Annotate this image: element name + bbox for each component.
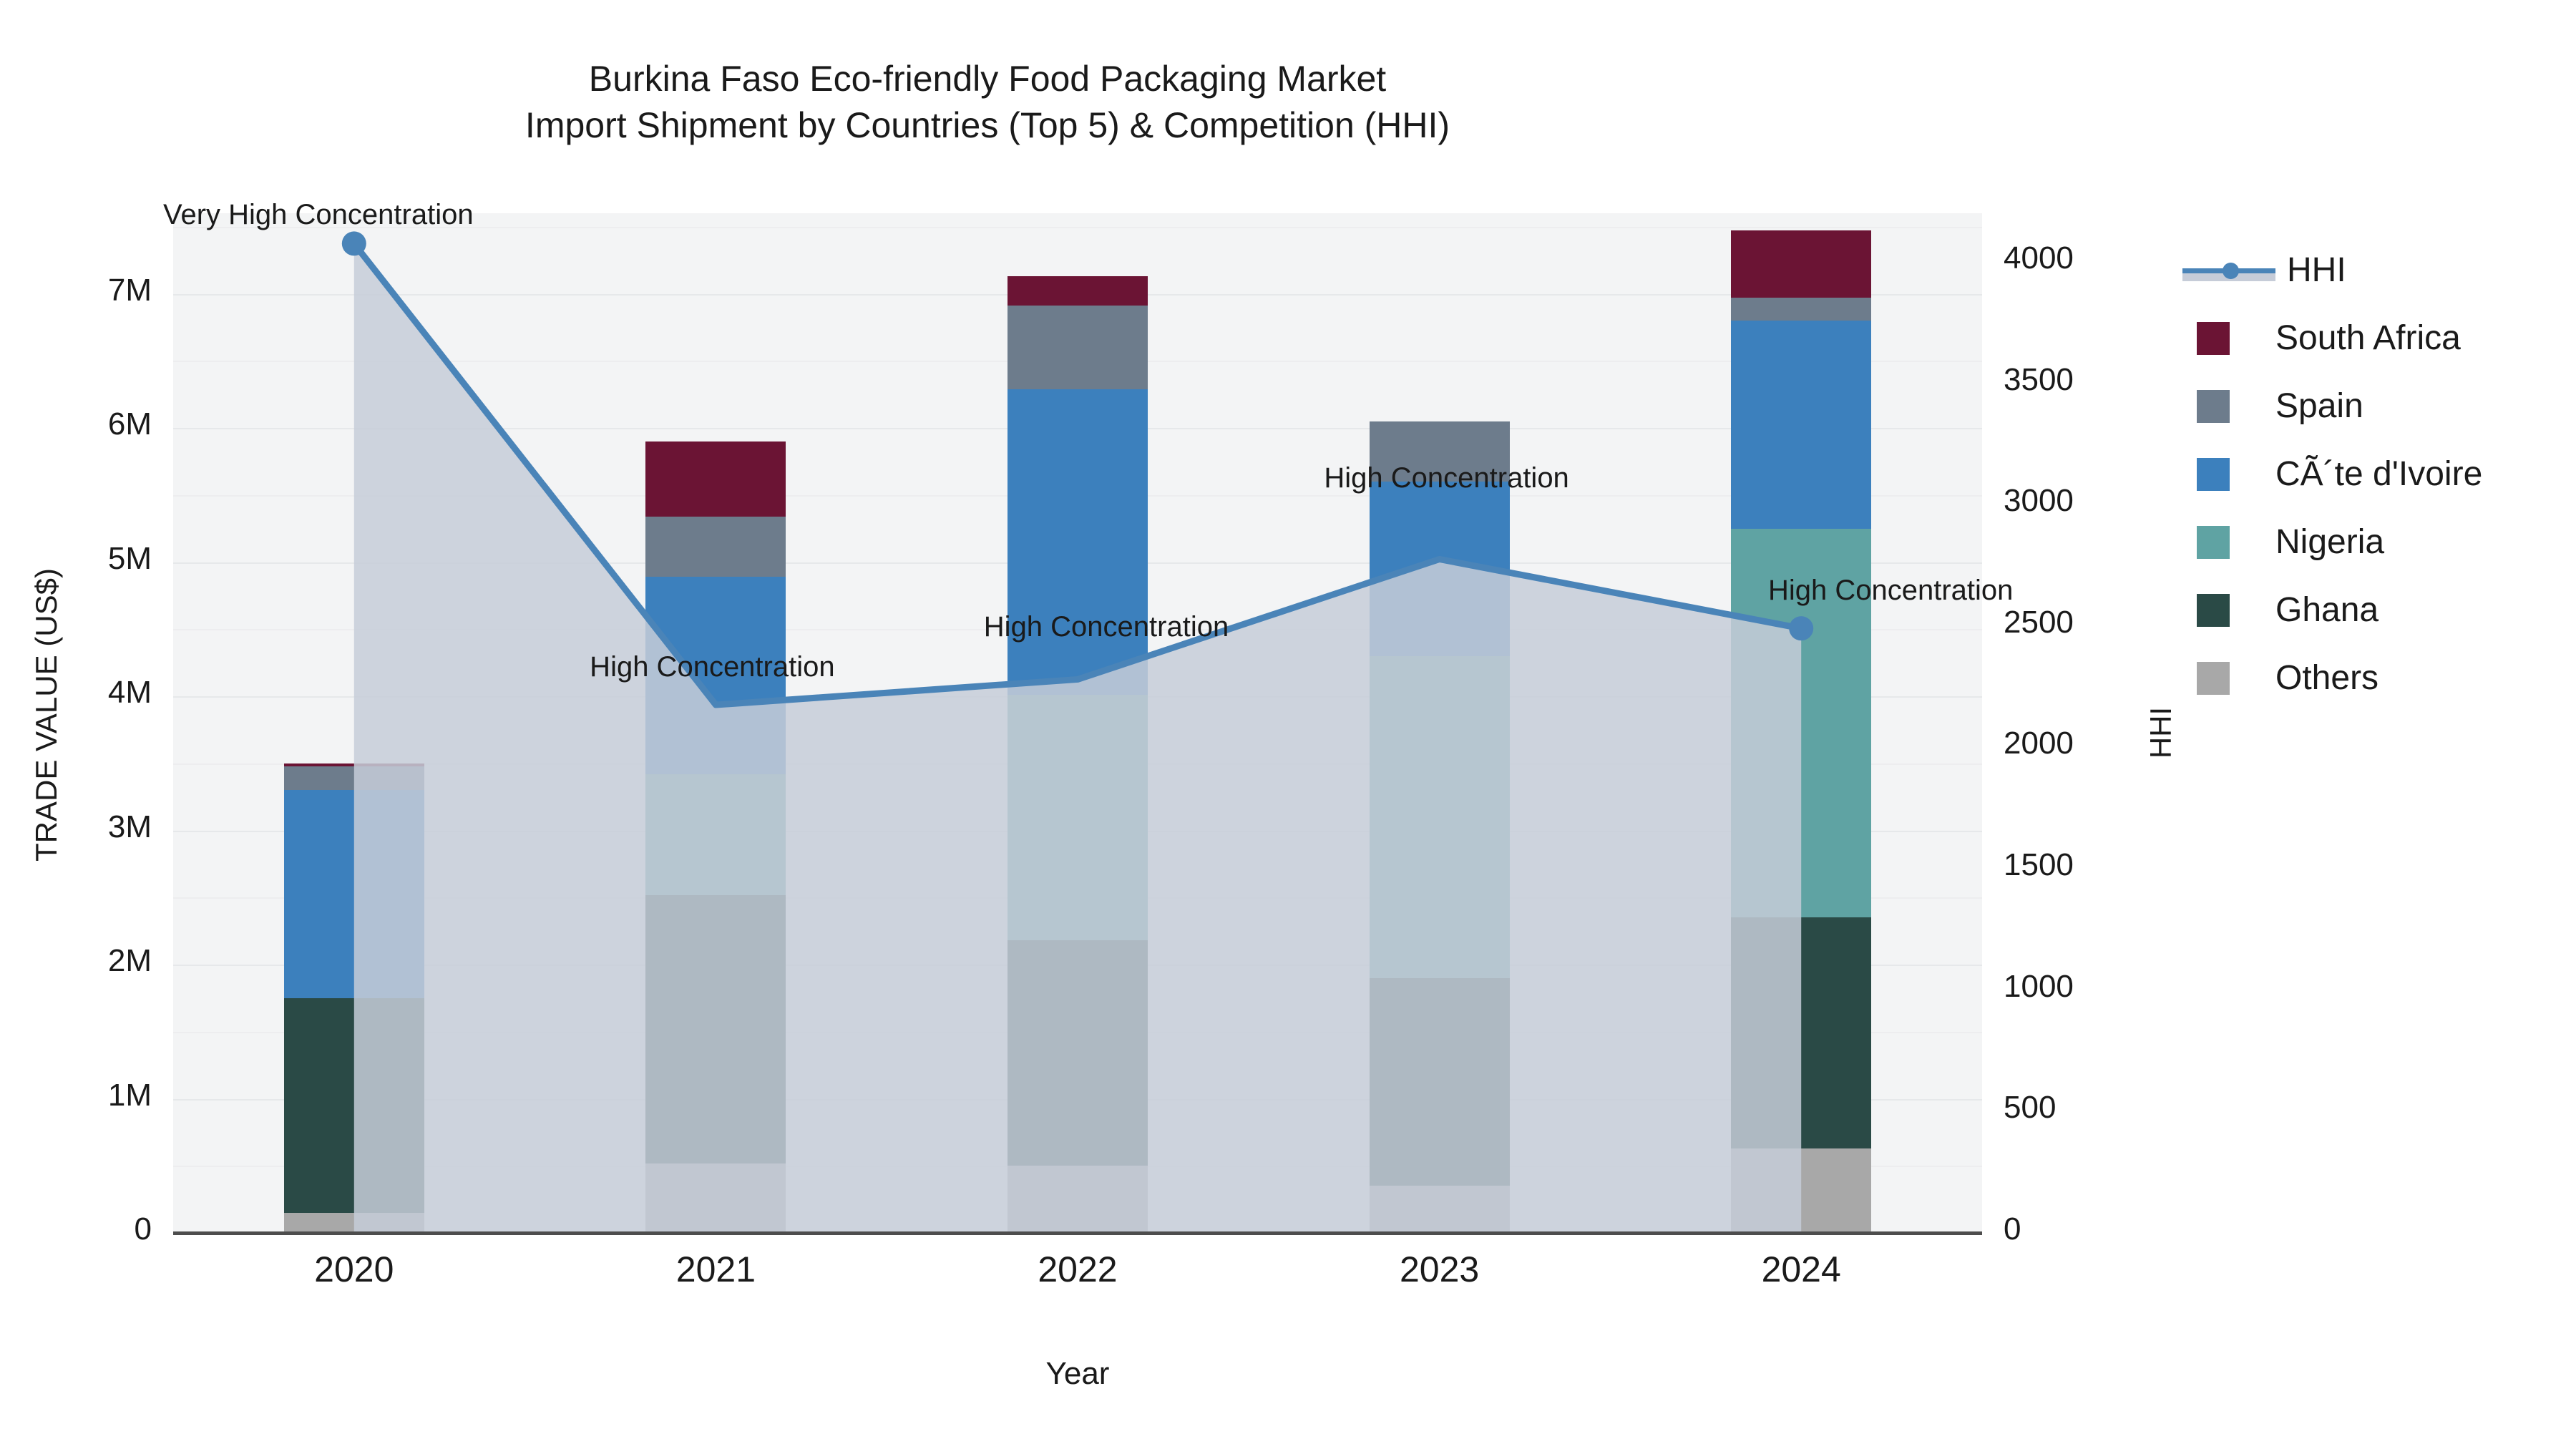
y-axis-right-tick-3500: 3500 bbox=[2004, 361, 2074, 397]
y-axis-right-tick-4000: 4000 bbox=[2004, 240, 2074, 275]
legend-label-nigeria: Nigeria bbox=[2275, 523, 2385, 561]
legend-item-ghana[interactable]: Ghana bbox=[2182, 576, 2569, 644]
y-axis-left-tick-1M: 1M bbox=[107, 1077, 152, 1113]
y-axis-right-tick-3000: 3000 bbox=[2004, 483, 2074, 519]
legend-item-nigeria[interactable]: Nigeria bbox=[2182, 508, 2569, 576]
plot-area: Very High Concentration High Concentratio… bbox=[163, 199, 2013, 1234]
legend-swatch-nigeria bbox=[2197, 525, 2230, 559]
legend-item-others[interactable]: Others bbox=[2182, 644, 2569, 712]
legend-label-c-te-d-ivoire: CÃ´te d'Ivoire bbox=[2275, 455, 2483, 493]
legend-item-c-te-d-ivoire[interactable]: CÃ´te d'Ivoire bbox=[2182, 440, 2569, 508]
hhi-area-fill bbox=[353, 243, 1802, 1234]
x-axis-line bbox=[173, 1231, 1982, 1235]
x-axis-tick-2023[interactable]: 2023 bbox=[1399, 1249, 1480, 1289]
x-axis-tick-2021[interactable]: 2021 bbox=[675, 1249, 756, 1289]
y-axis-left-label: TRADE VALUE (US$) bbox=[29, 568, 63, 862]
legend-swatch-others bbox=[2197, 661, 2230, 695]
hhi-line bbox=[351, 240, 1805, 708]
x-axis-tick-2024[interactable]: 2024 bbox=[1761, 1249, 1841, 1289]
y-axis-left-tick-7M: 7M bbox=[107, 272, 152, 308]
legend-label-spain: Spain bbox=[2275, 387, 2363, 425]
hhi-annotation-2021: High Concentration bbox=[590, 651, 835, 683]
bar-segment-south-africa-2024[interactable] bbox=[1731, 230, 1872, 298]
legend-swatch-c-te-d-ivoire bbox=[2197, 457, 2230, 491]
hhi-annotation-2022: High Concentration bbox=[983, 611, 1229, 643]
legend-label-others: Others bbox=[2275, 659, 2379, 697]
y-axis-left-tick-0: 0 bbox=[134, 1211, 152, 1246]
chart-title-line-2: Import Shipment by Countries (Top 5) & C… bbox=[525, 105, 1450, 145]
legend-label-ghana: Ghana bbox=[2275, 591, 2379, 629]
gridline-minor bbox=[173, 226, 1982, 228]
x-axis-tick-2020[interactable]: 2020 bbox=[314, 1249, 394, 1289]
y-axis-right-label: HHI bbox=[2144, 706, 2177, 759]
legend-item-spain[interactable]: Spain bbox=[2182, 372, 2569, 440]
hhi-marker-2024[interactable] bbox=[1789, 616, 1814, 641]
y-axis-left-tick-3M: 3M bbox=[107, 809, 152, 844]
chart-title: Burkina Faso Eco-friendly Food Packaging… bbox=[0, 56, 1975, 149]
legend-label-south-africa: South Africa bbox=[2275, 319, 2461, 357]
legend-label-hhi: HHI bbox=[2287, 251, 2346, 289]
y-axis-right-tick-1500: 1500 bbox=[2004, 847, 2074, 883]
legend-swatch-spain bbox=[2197, 389, 2230, 423]
y-axis-right-tick-0: 0 bbox=[2004, 1211, 2021, 1246]
bar-segment-spain-2022[interactable] bbox=[1008, 306, 1148, 389]
y-axis-left-tick-4M: 4M bbox=[107, 675, 152, 710]
x-axis-label: Year bbox=[1045, 1356, 1110, 1391]
chart-title-line-1: Burkina Faso Eco-friendly Food Packaging… bbox=[588, 59, 1387, 99]
legend-item-hhi[interactable]: HHI bbox=[2182, 236, 2569, 304]
y-axis-left-tick-5M: 5M bbox=[107, 540, 152, 576]
y-axis-right-tick-1000: 1000 bbox=[2004, 968, 2074, 1004]
chart-legend: HHI South Africa Spain CÃ´te d'Ivoire Nigeri… bbox=[2182, 236, 2569, 712]
x-axis-tick-2022[interactable]: 2022 bbox=[1038, 1249, 1118, 1289]
legend-marker-dot bbox=[2223, 262, 2239, 279]
bar-segment-c-te-d-ivoire-2024[interactable] bbox=[1731, 321, 1872, 529]
y-axis-right-tick-2500: 2500 bbox=[2004, 604, 2074, 640]
bar-segment-spain-2023[interactable] bbox=[1369, 421, 1510, 482]
legend-item-south-africa[interactable]: South Africa bbox=[2182, 304, 2569, 372]
hhi-annotation-2024: High Concentration bbox=[1767, 575, 2014, 607]
y-axis-right-tick-500: 500 bbox=[2004, 1090, 2057, 1126]
bar-segment-spain-2024[interactable] bbox=[1731, 298, 1872, 321]
y-axis-right-tick-2000: 2000 bbox=[2004, 726, 2074, 761]
hhi-annotation-2023: High Concentration bbox=[1324, 462, 1569, 494]
legend-swatch-south-africa bbox=[2197, 321, 2230, 355]
y-axis-left-tick-6M: 6M bbox=[107, 406, 152, 441]
bar-segment-c-te-d-ivoire-2022[interactable] bbox=[1008, 389, 1148, 696]
hhi-line-layer bbox=[341, 231, 1814, 1234]
y-axis-left-tick-2M: 2M bbox=[107, 943, 152, 978]
bar-segment-south-africa-2022[interactable] bbox=[1008, 276, 1148, 306]
bar-segment-south-africa-2021[interactable] bbox=[645, 441, 786, 517]
hhi-annotation-2020: Very High Concentration bbox=[163, 199, 474, 231]
hhi-marker-2020[interactable] bbox=[341, 231, 366, 256]
legend-line-key-icon bbox=[2182, 254, 2275, 287]
legend-swatch-ghana bbox=[2197, 593, 2230, 627]
bar-segment-south-africa-2020[interactable] bbox=[283, 763, 424, 766]
bar-segment-spain-2021[interactable] bbox=[645, 516, 786, 577]
